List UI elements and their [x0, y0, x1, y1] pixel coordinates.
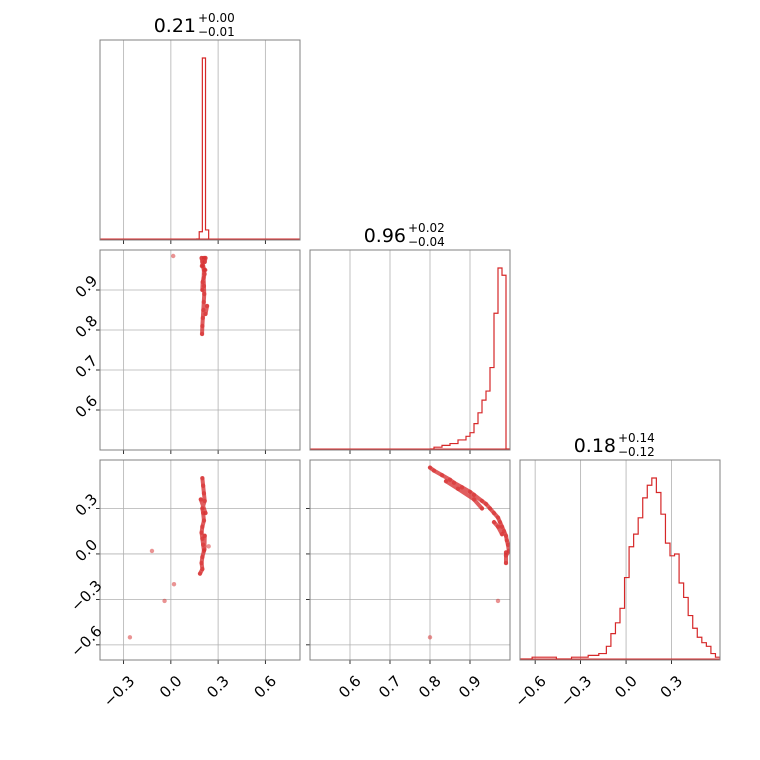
y-tick-label: 0.9 [72, 272, 102, 302]
title-minus: −0.01 [198, 25, 235, 39]
sample-point [206, 544, 211, 549]
panel-2-1 [306, 459, 511, 664]
sample-point [495, 598, 501, 604]
x-tick-label: 0.8 [415, 672, 445, 702]
y-tick-label: 0.0 [72, 536, 102, 566]
panel-content [520, 477, 720, 660]
sample-point [149, 548, 155, 554]
density-contour [199, 256, 210, 336]
panel-content [100, 57, 300, 240]
panel-frame [99, 39, 301, 241]
x-tick-label: 0.3 [203, 672, 233, 702]
x-tick-label: 0.0 [156, 672, 186, 702]
panel-0-0 [99, 39, 301, 244]
x-tick-label: 0.6 [335, 672, 365, 702]
histogram-step [520, 477, 720, 660]
diagonal-title-1: 0.96 +0.02−0.04 [364, 221, 445, 249]
panel-frame [99, 459, 301, 661]
sample-point [427, 635, 433, 640]
panel-content [310, 267, 510, 450]
y-tick-label: 0.3 [72, 490, 102, 520]
sample-point [127, 635, 133, 640]
panel-1-0 [96, 249, 301, 454]
panel-2-2 [519, 459, 721, 664]
panel-1-1 [309, 249, 511, 454]
title-plus: +0.14 [618, 431, 655, 445]
panel-content [427, 465, 510, 640]
panel-frame [519, 459, 721, 661]
y-tick-label: 0.7 [72, 352, 102, 382]
panel-frame [99, 249, 301, 451]
panel-content [171, 253, 210, 337]
title-plus: +0.02 [408, 221, 445, 235]
title-value: 0.21 [154, 15, 196, 37]
x-tick-label: −0.3 [100, 672, 138, 710]
histogram-step [430, 267, 510, 450]
title-value: 0.96 [364, 225, 406, 247]
sample-point [171, 253, 176, 259]
title-minus: −0.12 [618, 445, 655, 459]
panel-2-0 [96, 459, 301, 664]
x-tick-label: −0.3 [557, 672, 595, 710]
panel-frame [309, 249, 511, 451]
diagonal-title-0: 0.21 +0.00−0.01 [154, 11, 235, 39]
title-value: 0.18 [574, 435, 616, 457]
diagonal-title-2: 0.18 +0.14−0.12 [574, 431, 655, 459]
x-tick-label: 0.3 [657, 672, 687, 702]
density-contour [428, 465, 510, 566]
sample-point [162, 598, 167, 604]
y-tick-label: 0.6 [72, 392, 102, 422]
panel-content [127, 476, 211, 640]
title-plus: +0.00 [198, 11, 235, 25]
x-tick-label: 0.0 [611, 672, 641, 702]
x-tick-label: −0.6 [511, 672, 549, 710]
panel-frame [309, 459, 511, 661]
x-tick-label: 0.9 [455, 672, 485, 702]
y-tick-label: 0.8 [72, 312, 102, 342]
title-minus: −0.04 [408, 235, 445, 249]
histogram-step [196, 57, 210, 240]
x-tick-label: 0.7 [375, 672, 405, 702]
x-tick-label: 0.6 [251, 672, 281, 702]
sample-point [171, 582, 177, 587]
density-contour [200, 478, 209, 573]
